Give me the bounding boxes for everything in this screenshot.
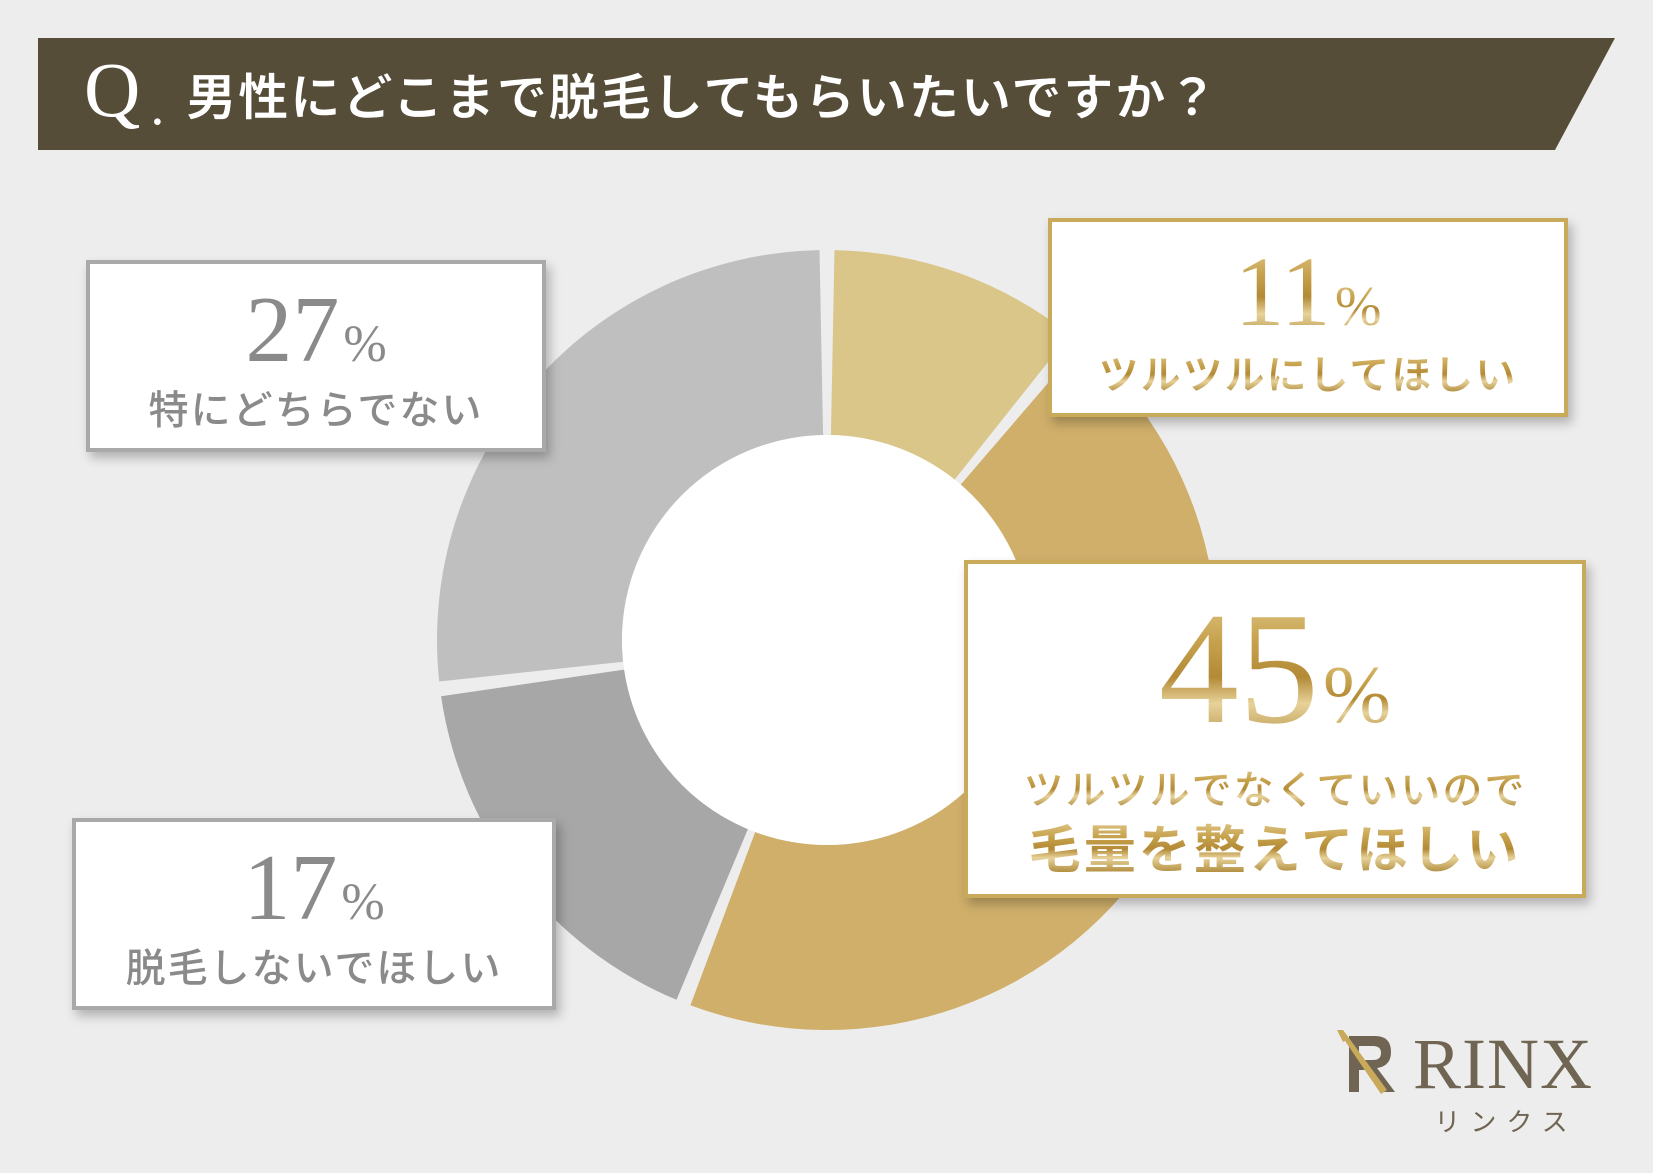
pct-value: 45 [1159,579,1319,757]
pct-symbol: % [343,316,386,373]
brand-name-row: RINX [1335,1028,1593,1100]
pct-value: 17 [243,836,337,940]
label-box-17: 17% 脱毛しないでほしい [72,818,556,1010]
brand-logo: RINX リンクス [1335,1028,1593,1139]
pct-symbol: % [1323,649,1391,740]
question-text: 男性にどこまで脱毛してもらいたいですか？ [186,58,1219,130]
pct-symbol: % [1335,276,1382,338]
brand-subtitle: リンクス [1419,1102,1593,1139]
pct-value: 27 [245,278,339,382]
label-box-11: 11% ツルツルにしてほしい [1048,218,1568,417]
question-dot: . [150,74,164,138]
pct-symbol: % [341,874,384,931]
pct-value: 11 [1235,236,1331,347]
question-prefix: Q [84,51,140,129]
label-box-45: 45% ツルツルでなくていいので 毛量を整えてほしい [964,560,1586,898]
question-header: Q . 男性にどこまで脱毛してもらいたいですか？ [38,38,1615,150]
brand-name: RINX [1413,1028,1593,1100]
label-text-1: ツルツルでなくていいので [990,764,1560,810]
label-text: ツルツルにしてほしい [1074,349,1542,395]
label-text: 脱毛しないでほしい [98,942,530,988]
label-box-27: 27% 特にどちらでない [86,260,546,452]
label-text: 特にどちらでない [112,384,520,430]
brand-icon [1335,1028,1407,1100]
label-text-2: 毛量を整えてほしい [990,816,1560,876]
